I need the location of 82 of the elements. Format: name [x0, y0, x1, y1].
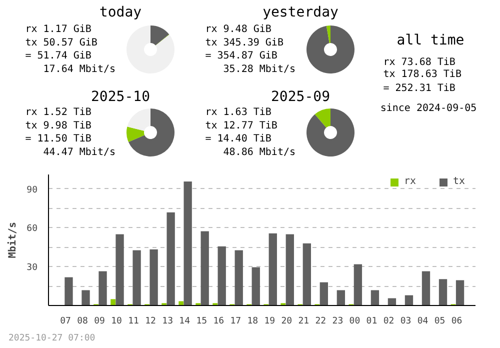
y-axis-title: Mbit/s	[6, 222, 19, 258]
x-tick-label: 12	[145, 316, 156, 326]
text: tx 178.63 TiB	[383, 69, 462, 80]
bar	[82, 290, 90, 306]
text: since 2024-09-05	[380, 103, 477, 114]
bar	[370, 290, 380, 306]
bar	[178, 301, 184, 306]
bar	[422, 271, 430, 306]
bar	[404, 295, 414, 306]
legend-label: rx	[404, 176, 418, 187]
x-tick-label: 16	[213, 316, 224, 326]
y-tick-label: 90	[26, 185, 38, 196]
x-tick-label: 11	[128, 316, 139, 326]
bar	[116, 234, 124, 306]
text: 48.86 Mbit/s	[223, 146, 296, 158]
bar	[200, 231, 209, 306]
chart-title: yesterday	[262, 4, 338, 20]
text: tx 345.39 GiB	[205, 37, 284, 48]
x-tick-label: 21	[298, 316, 310, 326]
x-tick-label: 22	[315, 316, 326, 326]
x-tick-label: 01	[366, 316, 378, 326]
text: = 14.40 TiB	[205, 134, 272, 145]
bar	[166, 212, 175, 306]
text: = 11.50 TiB	[25, 134, 92, 145]
x-tick-label: 04	[417, 316, 428, 326]
x-tick-label: 00	[349, 316, 360, 326]
y-tick-label: 30	[26, 263, 38, 274]
text: rx 1.52 TiB	[25, 107, 92, 118]
text: tx 12.77 TiB	[205, 120, 278, 132]
bar	[286, 234, 294, 306]
bar	[438, 279, 448, 306]
bar	[234, 250, 243, 306]
text: 17.64 Mbit/s	[43, 64, 116, 75]
x-tick-label: 05	[434, 316, 446, 326]
bar	[354, 264, 362, 306]
chart-title: today	[99, 4, 142, 20]
text: 44.47 Mbit/s	[43, 146, 116, 158]
x-tick-label: 15	[196, 316, 208, 326]
bar	[110, 299, 116, 306]
x-tick-label: 14	[179, 316, 190, 326]
text: tx 9.98 TiB	[25, 120, 92, 132]
x-tick-label: 08	[77, 316, 88, 326]
text: rx 9.48 GiB	[205, 24, 272, 35]
bar	[336, 290, 346, 306]
x-tick-label: 02	[383, 316, 394, 326]
text: rx 1.63 TiB	[205, 107, 272, 118]
x-tick-label: 13	[162, 316, 174, 326]
x-tick-label: 07	[60, 316, 71, 326]
bar	[64, 277, 73, 306]
x-tick-label: 23	[332, 316, 344, 326]
x-tick-label: 18	[247, 316, 258, 326]
text: rx 73.68 TiB	[383, 57, 456, 68]
bar	[184, 182, 192, 306]
text: = 51.74 GiB	[25, 50, 92, 62]
x-tick-label: 09	[94, 316, 105, 326]
chart-title: 2025-09	[271, 89, 330, 105]
y-tick-label: 60	[26, 224, 38, 234]
x-tick-label: 06	[451, 316, 462, 326]
text: tx 50.57 GiB	[25, 37, 98, 48]
text: all time	[396, 32, 464, 48]
bar	[388, 298, 396, 306]
bar	[98, 271, 107, 306]
x-tick-label: 10	[111, 316, 122, 326]
bar	[320, 282, 328, 306]
bar	[268, 233, 277, 306]
text: = 252.31 TiB	[383, 83, 456, 94]
bar	[218, 246, 226, 306]
legend-label: tx	[453, 176, 466, 187]
text: = 354.87 GiB	[205, 50, 278, 62]
bar	[302, 243, 311, 306]
x-tick-label: 17	[230, 316, 242, 326]
bar	[150, 249, 158, 306]
bar	[252, 267, 260, 306]
x-tick-label: 19	[264, 316, 276, 326]
x-tick-label: 03	[400, 316, 412, 326]
x-tick-label: 20	[281, 316, 292, 326]
text: 35.28 Mbit/s	[223, 64, 296, 75]
text: rx 1.17 GiB	[25, 24, 92, 35]
chart-title: 2025-10	[91, 89, 150, 105]
bar	[456, 280, 464, 306]
text: 2025-10-27 07:00	[8, 334, 96, 344]
bar	[132, 250, 141, 306]
